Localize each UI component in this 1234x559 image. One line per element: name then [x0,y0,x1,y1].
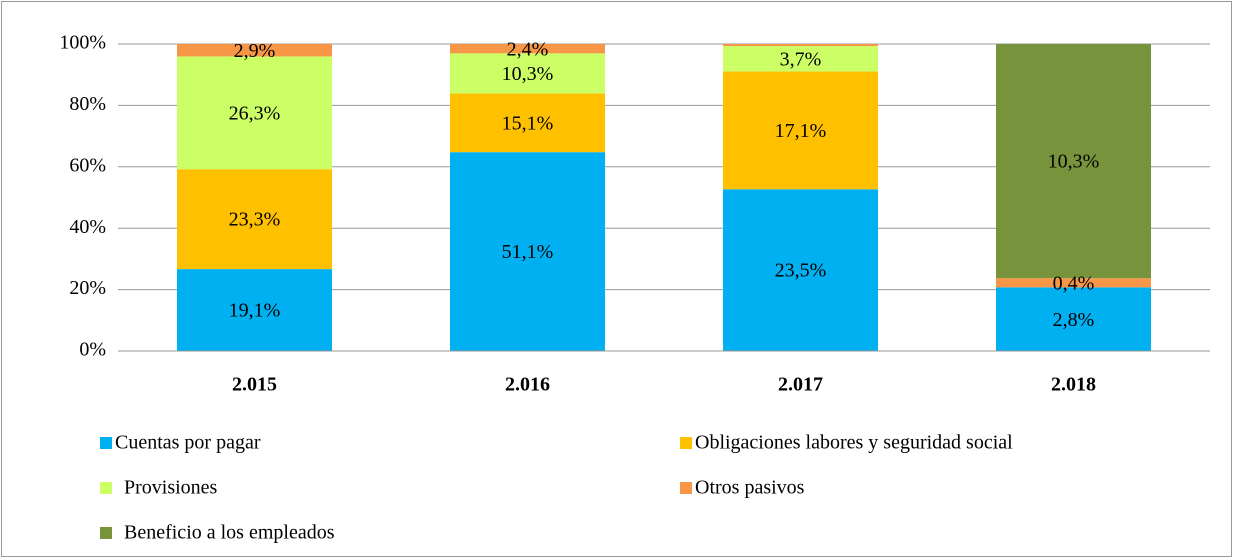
bar-segment [450,93,605,153]
data-label: 2,8% [1053,309,1095,331]
bar-segment [723,189,878,351]
x-tick-label: 2.018 [1051,374,1096,396]
legend-swatch [680,437,692,449]
y-tick-label: 20% [69,277,106,299]
legend-label: Beneficio a los empleados [124,522,335,544]
y-tick-label: 80% [69,93,106,115]
bar-segment [450,53,605,94]
data-label: 2,4% [507,38,549,60]
legend-label: Provisiones [124,477,218,499]
bar-segment [996,44,1151,279]
legend-swatch [100,527,112,539]
legend-label: Obligaciones labores y seguridad social [695,432,1013,454]
bar-segment [996,287,1151,351]
legend-swatch [680,482,692,494]
bar-segment [177,44,332,57]
data-label: 0,4% [1053,272,1095,294]
data-label: 19,1% [229,300,281,322]
legend-swatch [100,437,112,449]
data-label: 17,1% [775,120,827,142]
legend-swatch [100,482,112,494]
y-tick-label: 0% [79,339,106,361]
bar-segment [723,71,878,190]
bar-segment [177,169,332,270]
data-label: 23,5% [775,260,827,282]
legend-label: Cuentas por pagar [115,432,261,454]
bar-segment [723,44,878,47]
x-tick-label: 2.016 [505,374,550,396]
y-tick-label: 100% [59,32,106,54]
bar-segment [177,269,332,351]
data-label: 51,1% [502,241,554,263]
bar-segment [177,56,332,170]
bar-segment [723,46,878,72]
x-tick-label: 2.015 [232,374,277,396]
bar-segment [450,44,605,54]
data-label: 2,9% [234,40,276,62]
data-label: 10,3% [1048,151,1100,173]
x-tick-label: 2.017 [778,374,823,396]
y-tick-label: 60% [69,154,106,176]
data-label: 3,7% [780,48,822,70]
data-label: 10,3% [502,63,554,85]
data-label: 26,3% [229,102,281,124]
data-label: 15,1% [502,112,554,134]
bar-segment [996,278,1151,288]
legend-label: Otros pasivos [695,477,805,499]
y-tick-label: 40% [69,216,106,238]
bar-segment [450,152,605,351]
data-label: 23,3% [229,209,281,231]
